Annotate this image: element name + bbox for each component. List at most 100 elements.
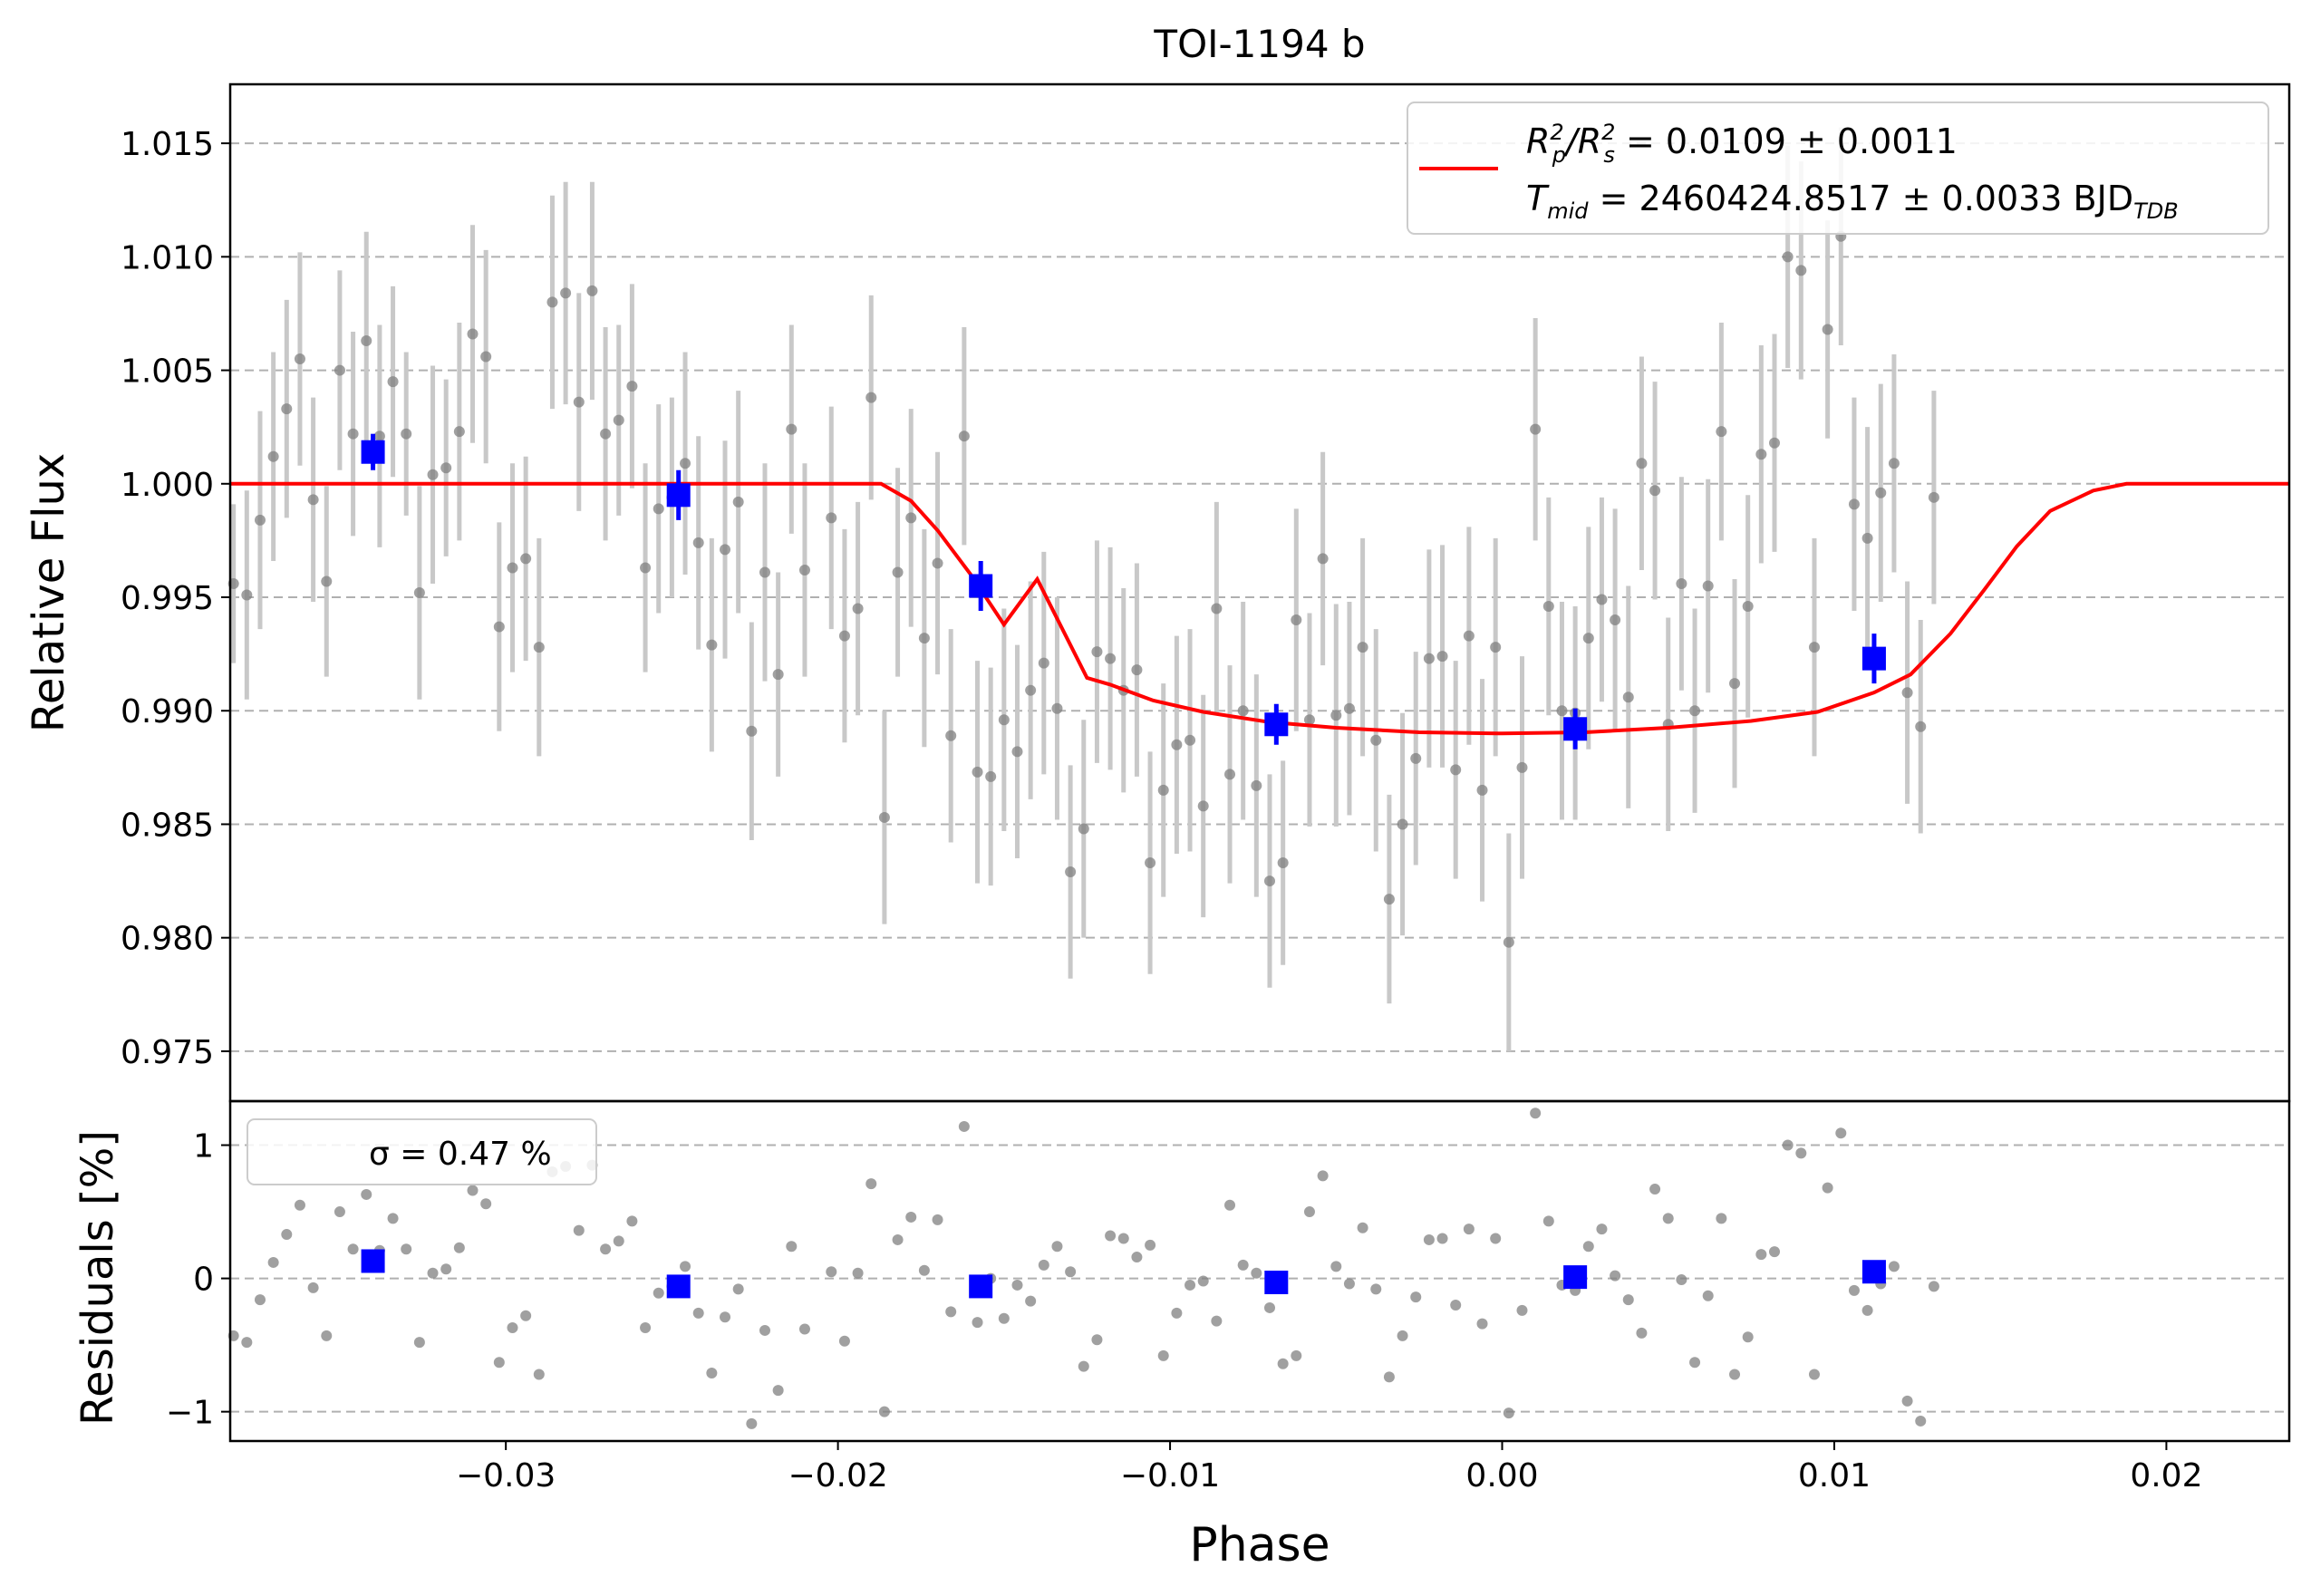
data-point (1582, 633, 1594, 644)
residual-point (1263, 1301, 1275, 1313)
residual-point (945, 1306, 957, 1318)
residual-binned-point (1563, 1265, 1588, 1290)
data-point (1423, 653, 1435, 664)
residual-point (918, 1264, 930, 1276)
residual-point (1928, 1281, 1939, 1292)
data-point (1410, 752, 1422, 764)
data-point (1490, 642, 1502, 653)
x-tick-label: 0.01 (1798, 1457, 1871, 1494)
legend-depth-entry: R2 p/R2 s = 0.0109 ± 0.0011 (1526, 120, 1958, 168)
residual-point (321, 1330, 333, 1341)
residual-point (1742, 1331, 1754, 1343)
residual-point (746, 1417, 758, 1429)
residual-point (1463, 1224, 1475, 1235)
data-point (1556, 705, 1568, 717)
residual-point (720, 1311, 731, 1323)
top-data-points (227, 230, 1939, 948)
residual-point (1782, 1139, 1794, 1151)
residual-point (1888, 1261, 1900, 1272)
x-tick-label: −0.02 (788, 1457, 887, 1494)
data-point (307, 494, 319, 506)
data-point (772, 669, 784, 681)
data-point (321, 576, 333, 587)
data-point (1091, 646, 1103, 658)
residual-point (932, 1214, 943, 1225)
residual-point (1795, 1147, 1807, 1159)
binned-point (666, 483, 691, 508)
data-point (1729, 678, 1741, 690)
residual-point (653, 1287, 664, 1299)
data-point (1530, 423, 1542, 435)
residual-point (1051, 1241, 1063, 1253)
residual-point (1065, 1266, 1077, 1278)
residual-binned-point (361, 1249, 385, 1273)
data-point (520, 553, 532, 565)
top-gridlines (230, 142, 2289, 1052)
residual-point (1171, 1307, 1183, 1319)
data-point (826, 512, 837, 524)
residual-point (427, 1267, 439, 1279)
residual-point (1596, 1224, 1608, 1235)
residual-point (413, 1337, 425, 1349)
data-point (1211, 603, 1223, 614)
residual-point (1542, 1215, 1554, 1227)
top-y-ticks: 0.975 0.980 0.985 0.990 0.995 1.000 1.005 1.010… (121, 126, 230, 1071)
data-point (1357, 642, 1368, 653)
bottom-y-axis-label: Residuals [%] (73, 1130, 123, 1426)
residual-point (1303, 1206, 1315, 1218)
residual-point (1025, 1295, 1037, 1307)
data-point (1476, 784, 1488, 796)
residual-point (1145, 1239, 1156, 1251)
residual-point (241, 1337, 253, 1349)
data-point (1649, 485, 1661, 497)
residual-points (227, 1108, 1939, 1429)
residual-point (1755, 1249, 1767, 1261)
data-point (1901, 687, 1913, 699)
data-point (759, 566, 770, 578)
residual-point (1197, 1275, 1209, 1287)
data-point (1769, 437, 1780, 449)
data-point (281, 403, 293, 415)
bottom-y-tick-label: −1 (166, 1395, 214, 1432)
residual-point (1383, 1371, 1395, 1383)
data-point (1185, 734, 1196, 746)
data-point (254, 514, 266, 526)
data-point (586, 285, 598, 296)
residual-point (1291, 1349, 1302, 1361)
data-point (958, 430, 970, 442)
residual-point (798, 1323, 810, 1335)
residual-point (361, 1188, 372, 1200)
data-point (1131, 664, 1143, 676)
residual-point (1450, 1300, 1462, 1311)
data-point (1251, 779, 1262, 791)
residual-point (1649, 1184, 1661, 1195)
data-point (401, 428, 412, 440)
data-point (1875, 487, 1887, 498)
data-point (613, 414, 624, 426)
data-point (600, 428, 612, 440)
data-point (1596, 594, 1608, 605)
data-point (373, 430, 385, 442)
residual-point (640, 1322, 652, 1333)
data-point (692, 537, 704, 548)
data-point (1928, 491, 1939, 503)
residual-binned-point (969, 1274, 993, 1299)
data-point (1716, 426, 1727, 438)
data-point (706, 639, 718, 651)
data-point (1237, 705, 1249, 717)
data-point (1542, 601, 1554, 613)
data-point (1343, 702, 1355, 714)
residual-point (838, 1335, 850, 1347)
residual-point (387, 1213, 399, 1224)
residual-point (1317, 1170, 1329, 1182)
residual-legend: σ = 0.47 % (247, 1118, 597, 1185)
residual-point (759, 1324, 770, 1336)
data-point (1038, 657, 1049, 669)
residual-point (1769, 1246, 1780, 1258)
data-point (294, 353, 305, 365)
residual-point (1157, 1349, 1169, 1361)
residual-point (826, 1266, 837, 1278)
residual-point (1476, 1318, 1488, 1330)
data-point (998, 714, 1010, 726)
data-point (1702, 580, 1714, 592)
